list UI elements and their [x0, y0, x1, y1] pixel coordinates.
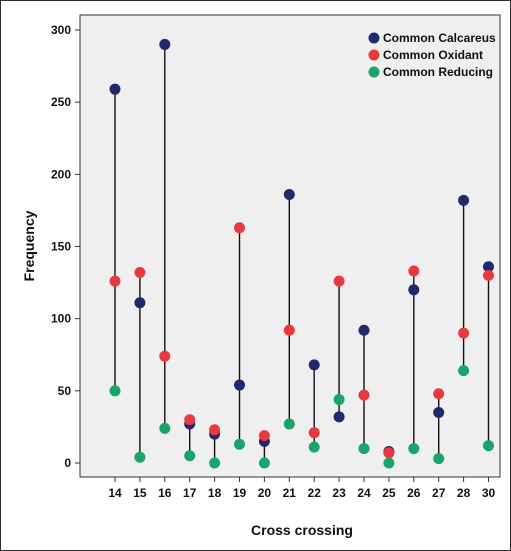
x-tick-label: 18 [208, 486, 222, 500]
x-tick-label: 30 [482, 486, 496, 500]
y-tick-label: 300 [51, 23, 71, 37]
x-tick-label: 27 [432, 486, 446, 500]
x-tick-label: 17 [183, 486, 197, 500]
data-point-common-reducing [333, 393, 345, 405]
data-point-common-oxidant [109, 275, 121, 287]
legend-label-calcareus: Common Calcareus [383, 31, 496, 45]
legend: Common Calcareus Common Oxidant Common R… [368, 31, 496, 79]
y-tick-label: 150 [51, 240, 71, 254]
legend-label-oxidant: Common Oxidant [383, 48, 483, 62]
data-point-common-reducing [209, 457, 221, 469]
y-tick-label: 100 [51, 312, 71, 326]
data-point-common-reducing [258, 457, 270, 469]
data-point-common-oxidant [159, 350, 171, 362]
x-tick-label: 28 [457, 486, 471, 500]
x-tick-label: 19 [233, 486, 247, 500]
range-lines [114, 44, 490, 463]
data-point-common-calcareus [159, 38, 171, 50]
data-point-common-reducing [308, 441, 320, 453]
y-axis-title: Frequency [21, 210, 37, 281]
data-point-common-reducing [184, 450, 196, 462]
x-axis-title: Cross crossing [251, 522, 353, 538]
data-point-common-reducing [433, 453, 445, 465]
data-point-common-reducing [159, 422, 171, 434]
data-point-common-calcareus [408, 284, 420, 296]
data-point-common-reducing [483, 440, 494, 452]
data-point-common-reducing [358, 443, 370, 455]
data-point-common-oxidant [308, 427, 320, 439]
data-point-common-reducing [134, 451, 146, 463]
data-point-common-calcareus [333, 411, 345, 423]
y-tick-label: 50 [58, 384, 72, 398]
data-point-common-calcareus [134, 297, 146, 309]
x-tick-label: 14 [108, 486, 122, 500]
data-point-common-calcareus [458, 194, 470, 206]
data-point-common-reducing [283, 418, 295, 430]
x-tick-label: 23 [332, 486, 346, 500]
x-tick-label: 24 [357, 486, 371, 500]
plot-area [79, 14, 501, 478]
x-tick-label: 22 [308, 486, 322, 500]
data-point-common-calcareus [234, 379, 245, 391]
data-point-common-oxidant [483, 269, 494, 281]
y-tick-label: 0 [64, 456, 71, 470]
data-point-common-oxidant [134, 266, 146, 278]
data-point-common-oxidant [408, 265, 420, 277]
data-point-common-reducing [383, 457, 395, 469]
data-point-common-oxidant [283, 324, 295, 336]
data-point-common-oxidant [383, 447, 395, 459]
legend-label-reducing: Common Reducing [383, 65, 493, 79]
x-tick-label: 20 [258, 486, 272, 500]
data-points [109, 38, 494, 469]
data-point-common-reducing [234, 438, 245, 450]
data-point-common-calcareus [433, 406, 445, 418]
legend-marker-oxidant [368, 49, 380, 61]
legend-marker-calcareus [368, 32, 380, 44]
data-point-common-oxidant [209, 424, 221, 436]
data-point-common-oxidant [234, 222, 245, 234]
x-tick-label: 15 [133, 486, 147, 500]
data-point-common-oxidant [433, 388, 445, 400]
data-point-common-calcareus [308, 359, 320, 371]
x-tick-label: 16 [158, 486, 172, 500]
data-point-common-reducing [408, 443, 420, 455]
y-tick-label: 250 [51, 95, 71, 109]
legend-marker-reducing [368, 66, 380, 78]
data-point-common-calcareus [283, 189, 295, 201]
data-point-common-oxidant [333, 275, 345, 287]
x-tick-label: 21 [283, 486, 297, 500]
axes: 0 50 100 150 200 250 300 14 15 16 17 18 19 20 21 22 23 24… [51, 23, 496, 500]
y-tick-label: 200 [51, 167, 71, 181]
data-point-common-oxidant [184, 414, 196, 426]
data-point-common-calcareus [358, 324, 370, 336]
data-point-common-reducing [458, 365, 470, 377]
data-point-common-calcareus [109, 83, 121, 95]
x-tick-label: 25 [382, 486, 396, 500]
data-point-common-oxidant [458, 327, 470, 339]
data-point-common-calcareus [483, 261, 494, 273]
data-point-common-reducing [109, 385, 121, 397]
x-tick-label: 26 [407, 486, 421, 500]
data-point-common-oxidant [258, 430, 270, 442]
data-point-common-oxidant [358, 389, 370, 401]
